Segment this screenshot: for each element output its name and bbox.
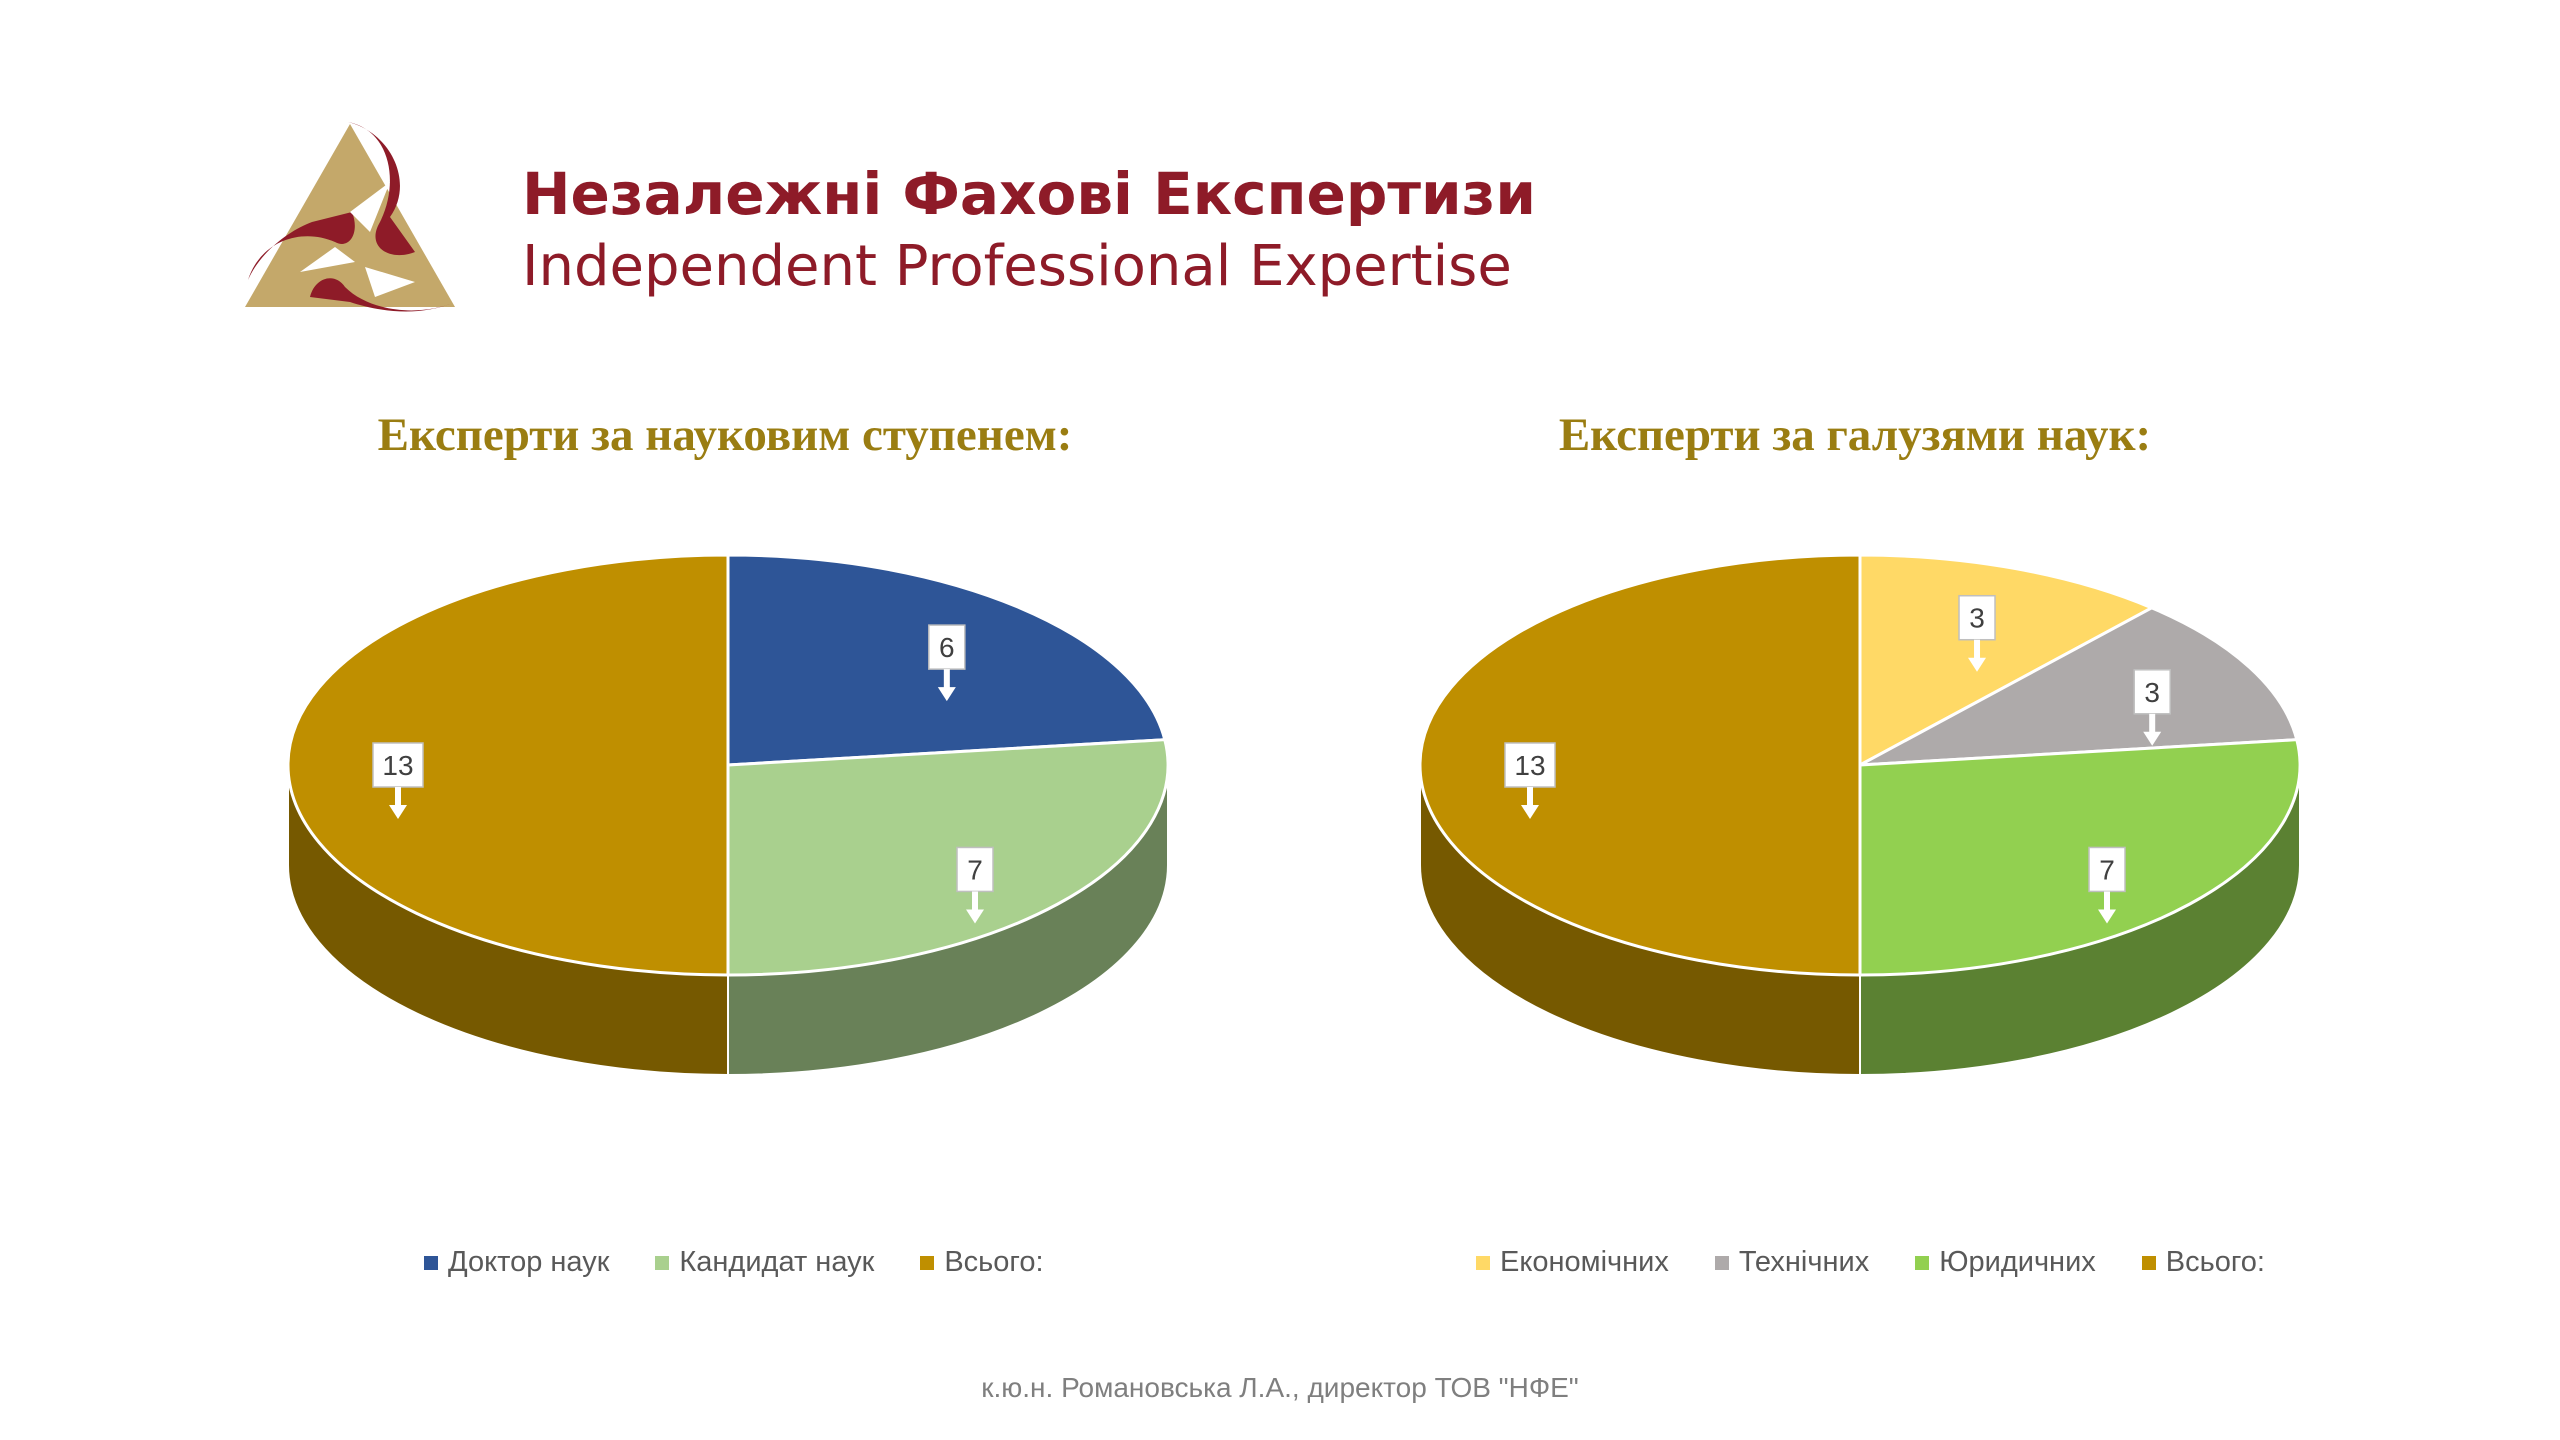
legend-item: Доктор наук bbox=[424, 1246, 609, 1279]
data-label-3: 13 bbox=[1504, 742, 1556, 819]
svg-text:6: 6 bbox=[939, 632, 955, 663]
data-label-2: 7 bbox=[2088, 846, 2126, 924]
legend-item: Кандидат наук bbox=[655, 1246, 874, 1279]
legend-swatch bbox=[424, 1255, 438, 1270]
legend-fields: Економічних Технічних Юридичних Всього: bbox=[1476, 1246, 2265, 1279]
data-label-0: 6 bbox=[928, 624, 966, 702]
svg-text:7: 7 bbox=[2099, 854, 2115, 885]
pie-slice-2 bbox=[1858, 738, 2302, 977]
brand-name-english: Independent Professional Expertise bbox=[522, 234, 1512, 299]
svg-text:3: 3 bbox=[2144, 677, 2160, 708]
svg-text:7: 7 bbox=[967, 854, 983, 885]
legend-label: Доктор наук bbox=[448, 1246, 610, 1278]
pie-chart-degree: 6 7 13 bbox=[286, 553, 1170, 1077]
company-logo-icon bbox=[245, 122, 455, 312]
legend-label: Всього: bbox=[944, 1246, 1044, 1278]
legend-label: Всього: bbox=[2165, 1246, 2265, 1278]
data-label-2: 13 bbox=[372, 742, 424, 819]
legend-item: Всього: bbox=[920, 1246, 1044, 1279]
legend-swatch bbox=[655, 1255, 670, 1270]
legend-swatch bbox=[1476, 1255, 1490, 1270]
data-label-1: 3 bbox=[2133, 669, 2171, 746]
pie-slice-2 bbox=[286, 553, 730, 977]
legend-label: Кандидат наук bbox=[679, 1246, 875, 1278]
chart-title-degree: Експерти за науковим ступенем: bbox=[377, 409, 1073, 461]
footer-author: к.ю.н. Романовська Л.А., директор ТОВ "Н… bbox=[981, 1372, 1579, 1403]
data-label-1: 7 bbox=[956, 846, 994, 924]
legend-item: Юридичних bbox=[1915, 1246, 2096, 1279]
pie-slice-3 bbox=[1418, 553, 1862, 977]
legend-item: Всього: bbox=[2141, 1246, 2265, 1279]
data-label-0: 3 bbox=[1958, 594, 1996, 672]
legend-label: Юридичних bbox=[1939, 1246, 2096, 1278]
pie-slice-1 bbox=[726, 738, 1170, 977]
legend-swatch bbox=[1915, 1255, 1930, 1270]
svg-text:13: 13 bbox=[1514, 750, 1545, 781]
svg-text:3: 3 bbox=[1969, 603, 1985, 634]
legend-label: Технічних bbox=[1738, 1246, 1870, 1278]
brand-name-ukrainian: Незалежні Фахові Експертизи bbox=[522, 160, 1536, 228]
legend-swatch bbox=[1714, 1255, 1729, 1270]
legend-item: Технічних bbox=[1714, 1246, 1870, 1279]
legend-swatch bbox=[920, 1255, 935, 1270]
pie-slice-0 bbox=[1858, 553, 2156, 768]
legend-item: Економічних bbox=[1476, 1246, 1669, 1279]
legend-degree: Доктор наук Кандидат наук Всього: bbox=[424, 1246, 1044, 1279]
svg-text:13: 13 bbox=[382, 750, 413, 781]
legend-label: Економічних bbox=[1500, 1246, 1669, 1278]
header: Незалежні Фахові Експертизи Independent … bbox=[240, 112, 1540, 332]
pie-slice-1 bbox=[1859, 606, 2299, 767]
legend-swatch bbox=[2141, 1255, 2156, 1270]
pie-chart-fields: 3 3 7 13 bbox=[1418, 553, 2302, 1077]
chart-title-fields: Експерти за галузями наук: bbox=[1558, 409, 2152, 461]
